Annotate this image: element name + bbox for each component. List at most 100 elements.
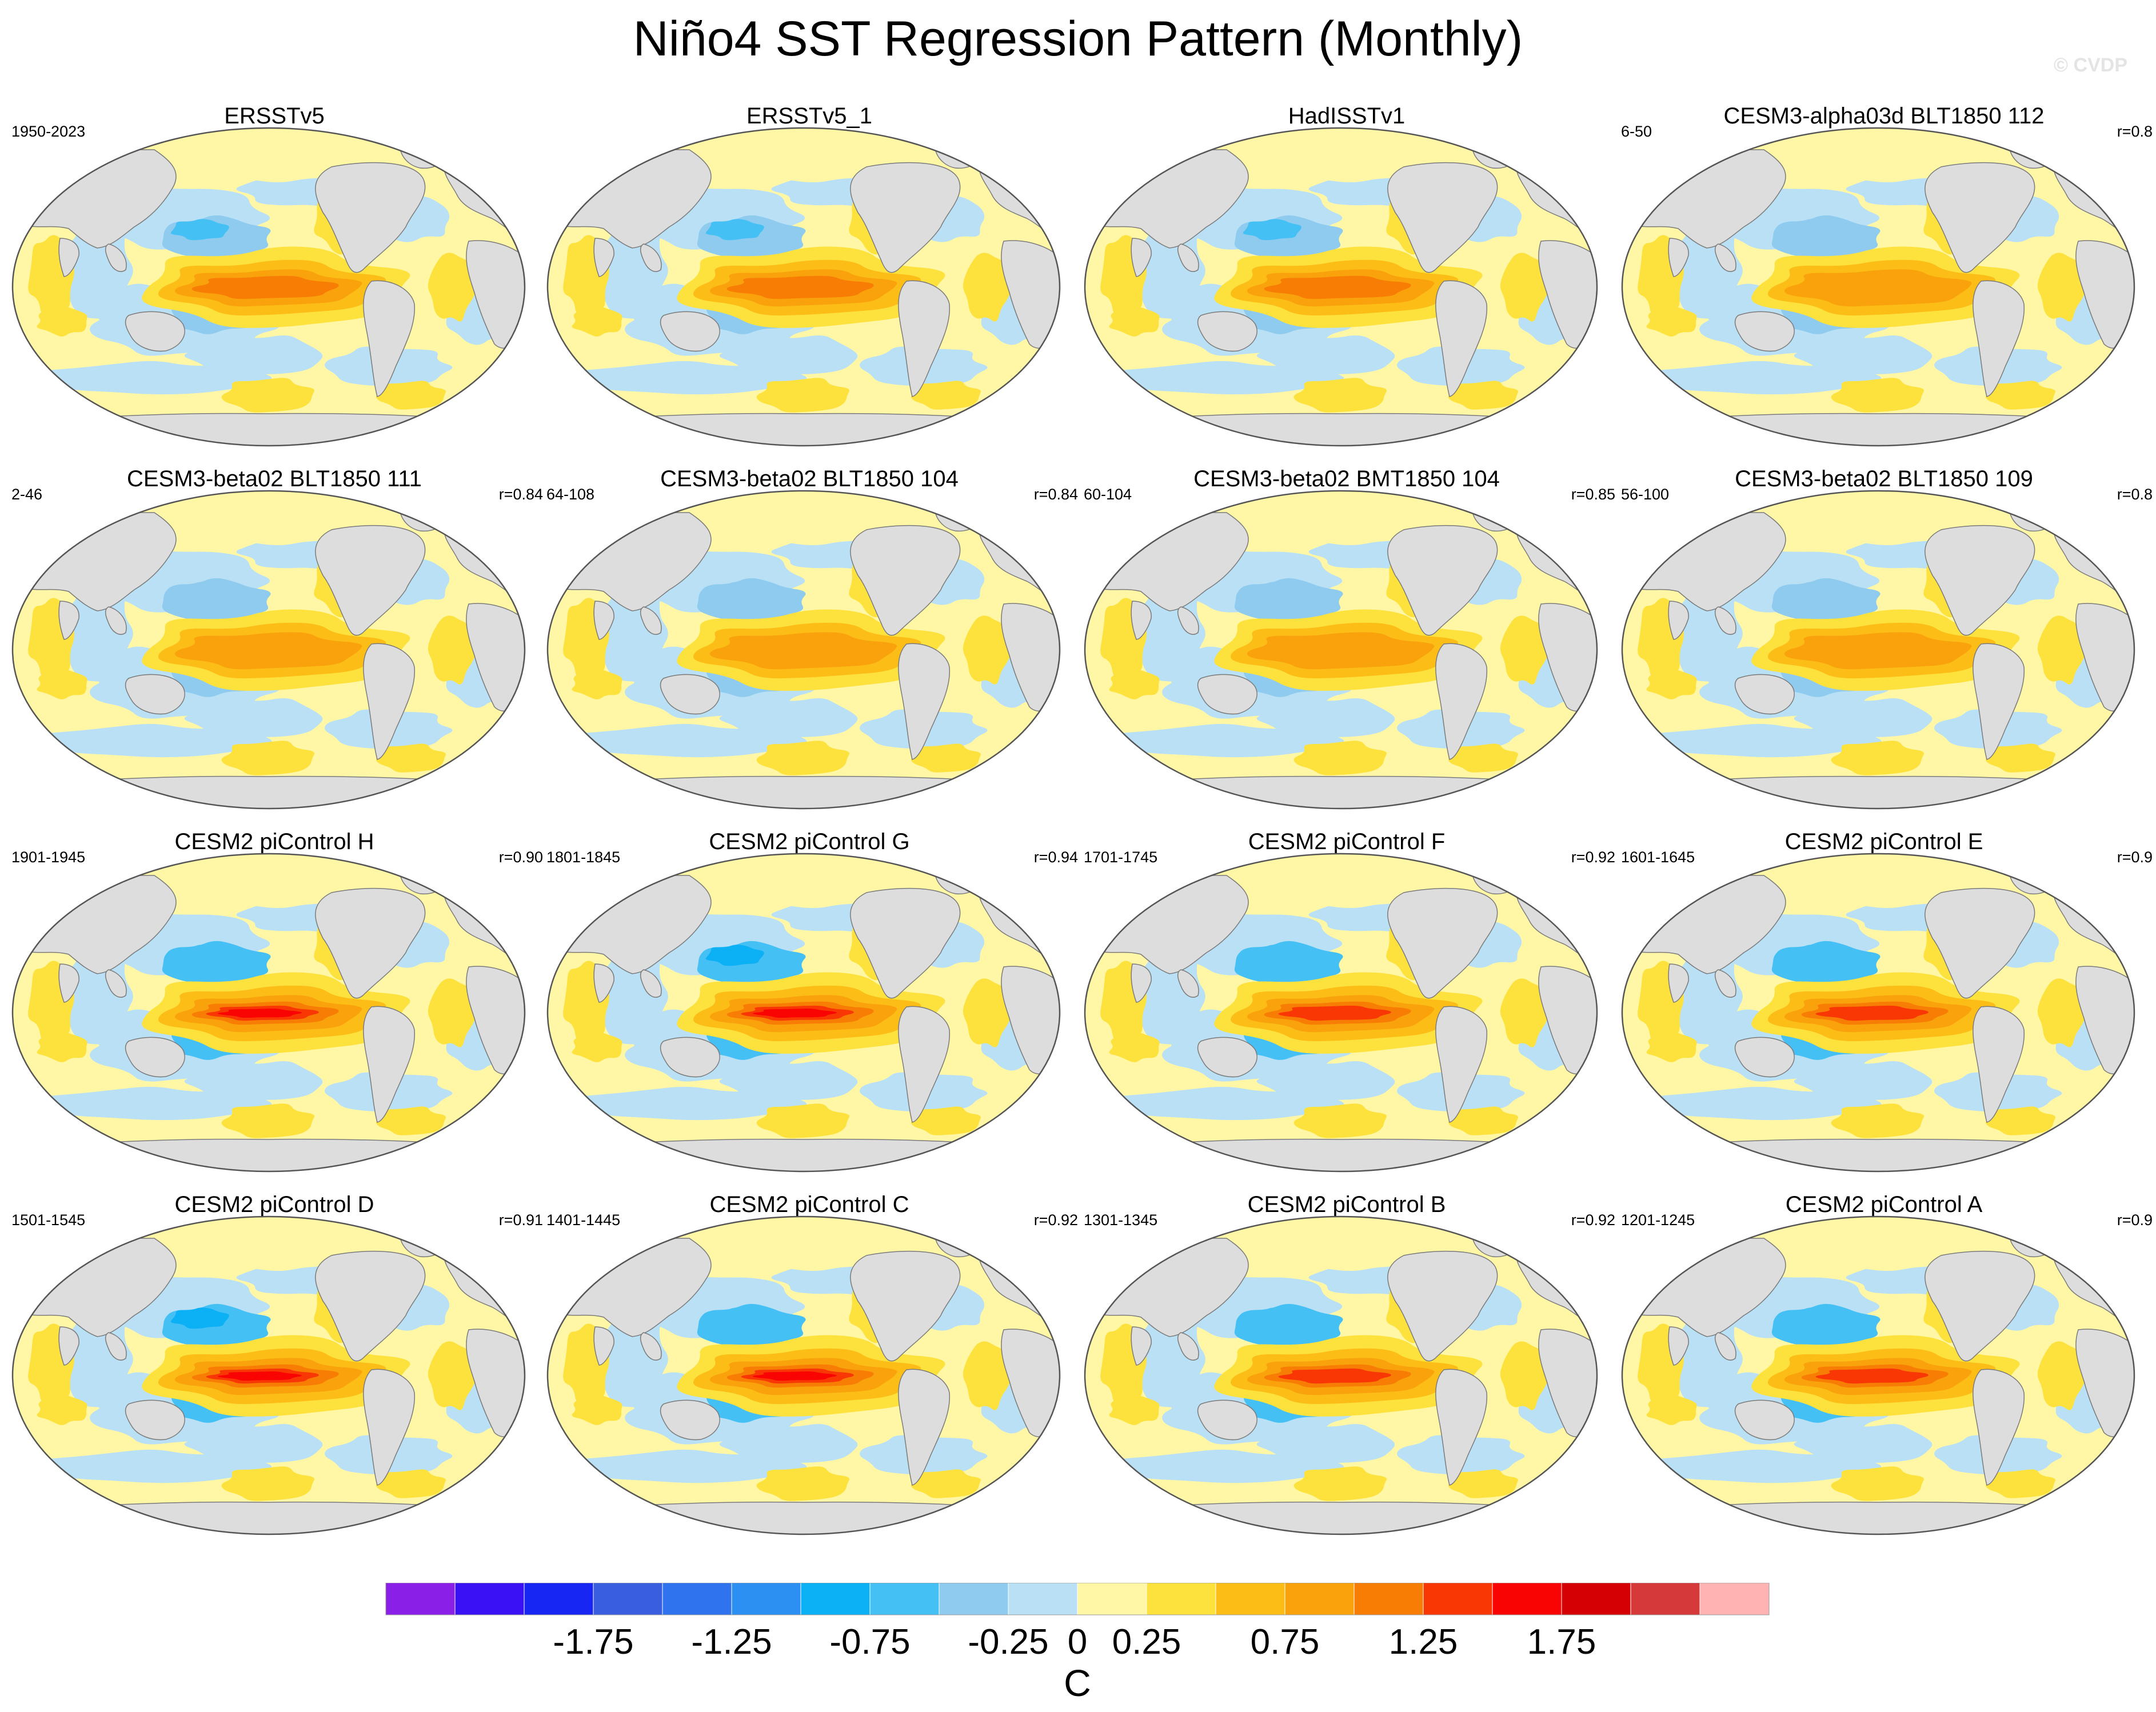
- north-america-landmass: [315, 525, 426, 636]
- south-america-landmass: [1435, 1369, 1488, 1486]
- australia-landmass: [1197, 311, 1257, 352]
- australia-landmass: [1197, 1037, 1257, 1078]
- map-frame: [1621, 490, 2135, 810]
- panel-period: 1701-1745: [1084, 849, 1158, 866]
- africa-landmass: [1538, 240, 1597, 349]
- sst-anomaly-patch: [911, 1469, 981, 1498]
- antarctica-landmass: [13, 1138, 525, 1171]
- north-america-landmass: [1925, 162, 2035, 273]
- map-frame: [1084, 1215, 1598, 1535]
- india-landmass: [593, 1326, 614, 1366]
- south-america-landmass: [363, 1369, 416, 1486]
- antarctica-landmass: [548, 1138, 1060, 1171]
- panel-pattern-correlation: r=0.84: [1033, 486, 1078, 503]
- colorbar-swatch: [385, 1583, 456, 1615]
- colorbar-tick-label: 1.75: [1527, 1622, 1596, 1662]
- antarctica-landmass: [548, 775, 1060, 809]
- map-frame: [546, 1215, 1061, 1535]
- colorbar-swatch: [662, 1583, 732, 1615]
- north-america-landmass: [850, 525, 961, 636]
- sst-anomaly-patch: [572, 1394, 622, 1425]
- south-america-landmass: [363, 280, 416, 397]
- panel-title: CESM2 piControl B: [1247, 1192, 1446, 1217]
- sst-anomaly-patch: [1113, 361, 1344, 395]
- panel-period: 1201-1245: [1621, 1211, 1695, 1229]
- sst-anomaly-patch: [1646, 669, 1697, 699]
- south-america-landmass: [1973, 1006, 2025, 1123]
- sst-anomaly-patch: [1780, 582, 1839, 603]
- page-title: Niño4 SST Regression Pattern (Monthly): [633, 11, 1523, 66]
- warm-tongue-contour: [1784, 632, 1972, 670]
- north-america-landmass: [1387, 525, 1498, 636]
- southeast-asia-landmass: [1714, 606, 1736, 635]
- southeast-asia-landmass: [1714, 969, 1736, 998]
- sst-anomaly-patch: [1243, 219, 1301, 241]
- colorbar-tick-label: 1.25: [1389, 1622, 1458, 1662]
- australia-landmass: [1197, 1399, 1257, 1441]
- panel-title: CESM2 piControl C: [709, 1192, 909, 1217]
- panel-pattern-correlation: r=0.9: [2117, 849, 2153, 866]
- antarctica-landmass: [548, 413, 1060, 446]
- sst-anomaly-patch: [2037, 978, 2086, 1047]
- map-frame: [11, 127, 526, 447]
- colorbar-swatch: [1354, 1583, 1424, 1615]
- colorbar-swatch: [1630, 1583, 1700, 1615]
- colorbar-frame: [385, 1583, 1770, 1615]
- colorbar-unit-label: C: [1064, 1662, 1091, 1704]
- antarctica-landmass: [13, 775, 525, 809]
- africa-landmass: [1001, 603, 1060, 712]
- sst-anomaly-patch: [1113, 1086, 1344, 1121]
- sst-field: [13, 1225, 525, 1534]
- sst-anomaly-patch: [170, 1307, 229, 1329]
- map-frame: [546, 127, 1061, 447]
- north-america-landmass: [1925, 525, 2035, 636]
- sst-anomaly-patch: [1794, 335, 1933, 375]
- panel-title: CESM2 piControl A: [1785, 1192, 1983, 1217]
- map-frame: [1621, 853, 2135, 1173]
- panel-pattern-correlation: r=0.90: [498, 849, 543, 866]
- sst-anomaly-patch: [1794, 1061, 1933, 1101]
- map-frame: [11, 853, 526, 1173]
- southeast-asia-landmass: [640, 606, 662, 635]
- panel-title: HadISSTv1: [1288, 103, 1406, 129]
- africa-landmass: [2075, 240, 2134, 349]
- panel-period: 1601-1645: [1621, 849, 1695, 866]
- southeast-asia-landmass: [1177, 969, 1199, 998]
- map-panel: CESM3-beta02 BLT1850 111 2-46 r=0.84: [6, 466, 543, 820]
- australia-landmass: [125, 1399, 185, 1441]
- colorbar-tick-label: -1.25: [691, 1622, 772, 1662]
- north-america-landmass: [315, 162, 426, 273]
- sst-anomaly-patch: [1243, 582, 1301, 603]
- map-frame: [11, 490, 526, 810]
- sst-anomaly-patch: [1293, 1466, 1387, 1501]
- india-landmass: [58, 601, 79, 640]
- australia-landmass: [1734, 311, 1795, 352]
- africa-landmass: [466, 240, 525, 349]
- sst-anomaly-patch: [705, 1307, 764, 1329]
- map-panel: ERSSTv5 1950-2023: [6, 103, 543, 457]
- robinson-map: [1084, 1215, 1598, 1535]
- africa-landmass: [1538, 966, 1597, 1075]
- south-america-landmass: [1973, 280, 2025, 397]
- map-panel: CESM2 piControl C 1401-1445 r=0.92: [541, 1191, 1078, 1546]
- india-landmass: [58, 963, 79, 1003]
- panel-title: CESM2 piControl F: [1248, 829, 1446, 854]
- robinson-map: [546, 127, 1061, 447]
- panel-title: CESM3-beta02 BMT1850 104: [1193, 466, 1500, 491]
- sst-anomaly-patch: [184, 335, 323, 375]
- sst-anomaly-patch: [221, 378, 315, 413]
- sst-anomaly-patch: [1109, 1394, 1160, 1425]
- africa-landmass: [2075, 603, 2134, 712]
- southeast-asia-landmass: [1714, 1332, 1736, 1361]
- warm-tongue-contour: [1815, 1005, 1929, 1021]
- panel-pattern-correlation: r=0.92: [1571, 849, 1615, 866]
- map-panel: CESM2 piControl A 1201-1245 r=0.9: [1615, 1191, 2153, 1546]
- sst-anomaly-patch: [911, 1106, 981, 1135]
- sst-anomaly-patch: [756, 1103, 850, 1138]
- north-america-landmass: [1387, 162, 1498, 273]
- map-frame: [1621, 1215, 2135, 1535]
- colorbar-swatch: [1077, 1583, 1147, 1615]
- colorbar: -1.75 -1.25 -0.75 -0.25 0 0.25 0.75 1.25 1.75 C: [385, 1583, 1770, 1704]
- colorbar-tick-label: 0.75: [1251, 1622, 1320, 1662]
- warm-tongue-contour: [1784, 269, 1972, 307]
